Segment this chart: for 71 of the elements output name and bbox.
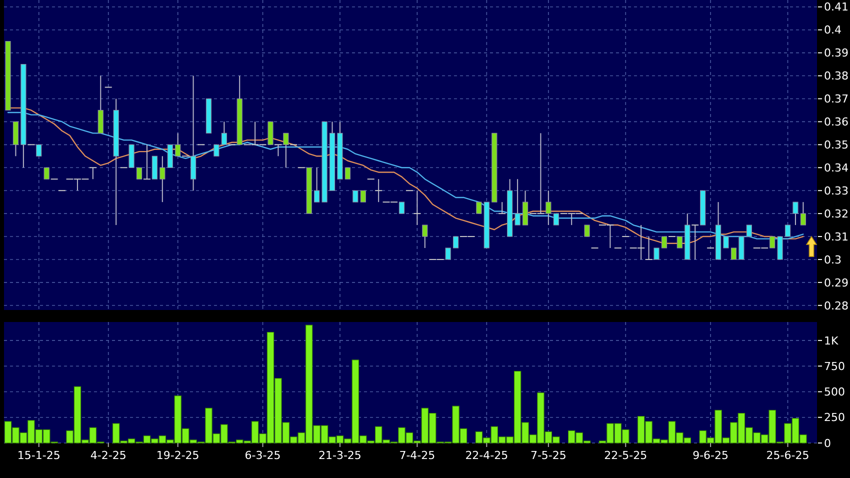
candlestick [723,236,729,248]
candlestick [546,190,552,226]
candlestick [152,156,158,180]
candlestick [770,236,776,248]
y-tick-label: 0.3 [824,253,842,266]
candlestick [514,178,520,226]
candlestick [268,121,274,145]
y-tick-label: 0.35 [824,138,848,152]
candlestick [360,190,366,203]
y-tick-label: 0.28 [824,299,848,312]
candlestick [738,236,744,260]
x-tick-label: 21-3-25 [318,449,362,462]
candlestick [522,190,528,226]
candlestick [553,213,559,226]
candlestick [160,156,166,203]
candlestick [36,144,42,156]
y-tick-label: 0 [824,436,831,450]
candlestick [128,144,134,168]
y-tick-label: 0.37 [824,92,848,106]
candlestick [746,224,752,237]
candlestick [445,248,451,260]
candlestick [476,202,482,214]
y-tick-label: 0.38 [824,70,848,83]
candlestick [98,75,104,134]
y-tick-label: 0.41 [824,0,848,14]
x-tick-label: 9-6-25 [692,449,729,462]
candlestick [777,236,783,260]
x-tick-label: 7-5-25 [530,449,566,462]
candlestick [676,236,682,248]
x-tick-label: 4-2-25 [90,449,126,462]
y-tick-label: 0.29 [824,276,848,290]
candlestick [352,190,358,203]
y-tick-label: 750 [824,360,845,373]
candlestick [452,236,459,248]
candlestick [730,248,737,260]
x-tick-label: 19-2-25 [156,449,200,462]
candlestick [221,121,227,146]
candlestick [283,132,289,168]
x-tick-label: 25-6-25 [766,449,810,462]
candlestick [214,144,220,156]
candlestick [12,121,19,157]
candlestick [661,236,668,248]
y-tick-label: 0.33 [824,184,848,198]
candlestick [784,224,791,237]
y-tick-label: 0.31 [824,230,848,244]
y-tick-label: 500 [824,386,845,399]
y-tick-label: 0.36 [824,116,848,129]
y-tick-label: 1K [824,334,839,348]
x-tick-label: 22-4-25 [465,449,508,462]
x-tick-label: 6-3-25 [244,449,281,462]
candlestick [314,167,320,203]
candlestick [167,144,173,168]
x-tick-label: 7-4-25 [399,449,436,462]
candlestick [344,167,350,180]
candlestick [44,167,50,180]
candlestick [654,248,660,260]
y-tick-label: 0.4 [824,24,842,37]
y-tick-label: 0.32 [824,207,848,220]
x-tick-label: 22-5-25 [604,449,648,462]
x-tick-label: 15-1-25 [17,449,60,462]
candlestick [175,132,181,157]
candlestick [422,224,428,248]
y-tick-label: 250 [824,411,845,424]
candlestick [190,75,196,192]
candlestick [136,167,142,180]
y-tick-label: 0.39 [824,46,848,60]
candlestick [800,202,806,226]
y-tick-label: 0.34 [824,161,848,174]
candlestick [584,224,590,237]
candlestick [398,202,405,214]
candlestick [792,202,798,226]
